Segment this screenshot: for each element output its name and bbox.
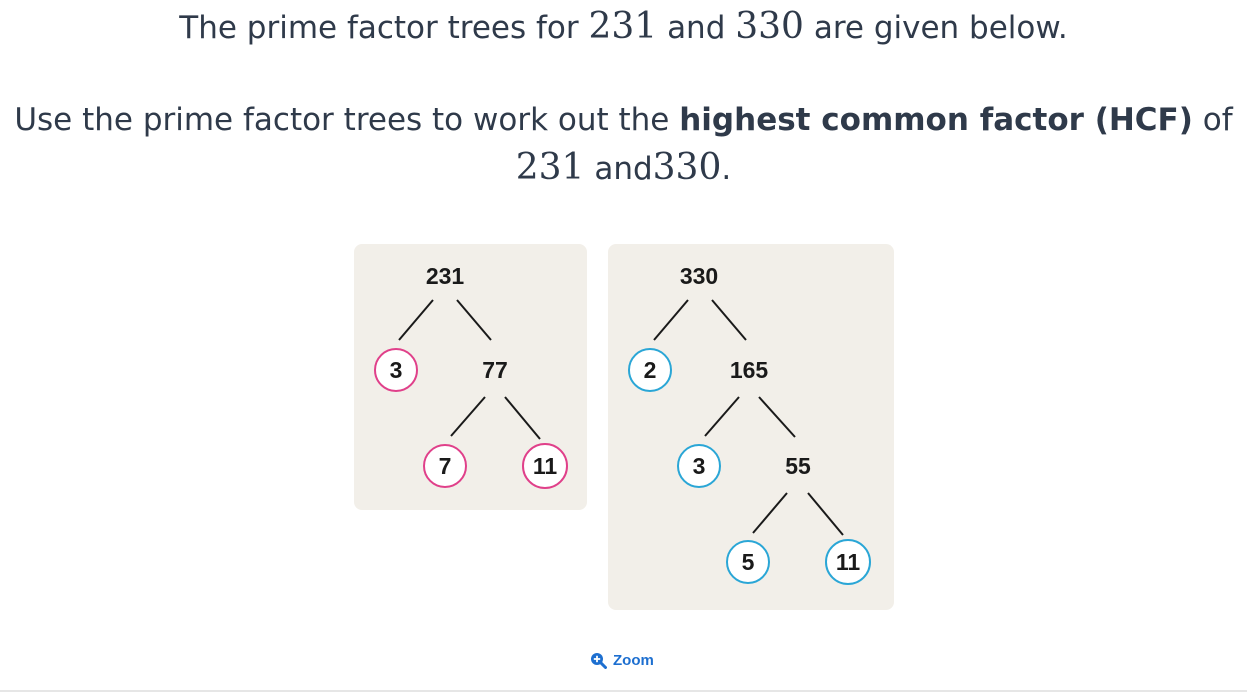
tree-a-node-77: 77 xyxy=(482,357,508,383)
tree-b-prime-5: 5 xyxy=(742,549,755,575)
tree-b-root: 330 xyxy=(680,263,718,289)
tree-b-edge xyxy=(752,492,788,534)
tree-a-prime-11: 11 xyxy=(533,453,558,479)
number-330: 330 xyxy=(735,6,804,47)
tree-b-edge xyxy=(758,396,796,438)
prime-ring-7 xyxy=(423,444,467,488)
factor-tree-231: 231 3 77 7 11 xyxy=(374,263,568,489)
question-line-1: The prime factor trees for 231 and 330 a… xyxy=(0,6,1247,49)
tree-b-node-165: 165 xyxy=(730,357,769,383)
prime-ring-11 xyxy=(522,443,568,489)
tree-a-prime-7: 7 xyxy=(439,453,452,479)
factor-tree-330: 330 2 165 3 55 5 11 xyxy=(628,263,871,585)
tree-a-edge xyxy=(504,396,541,440)
number-231-repeat: 231 xyxy=(515,147,585,188)
hcf-term: highest common factor (HCF) xyxy=(679,102,1193,138)
number-231: 231 xyxy=(588,6,658,47)
tree-b-prime-2: 2 xyxy=(644,357,657,383)
zoom-label: Zoom xyxy=(613,652,654,669)
and-word: and xyxy=(667,10,726,46)
factor-tree-231-panel: 231 3 77 7 11 xyxy=(354,244,587,510)
tree-b-edge xyxy=(704,396,740,437)
tree-a-root: 231 xyxy=(426,263,465,289)
factor-tree-330-panel: 330 2 165 3 55 5 11 xyxy=(608,244,894,610)
zoom-button[interactable]: Zoom xyxy=(590,652,654,669)
tree-b-prime-3: 3 xyxy=(693,453,706,479)
intro-text: The prime factor trees for xyxy=(179,10,579,46)
tree-b-node-55: 55 xyxy=(785,453,811,479)
tree-a-prime-3: 3 xyxy=(390,357,403,383)
bottom-divider xyxy=(0,690,1247,692)
prime-ring-3 xyxy=(374,348,418,392)
tree-a-edge xyxy=(398,299,434,341)
number-330-repeat: 330 xyxy=(652,147,722,188)
prime-ring-11-b xyxy=(825,539,871,585)
and-word-2: and xyxy=(594,151,653,187)
intro-text-end: are given below. xyxy=(813,10,1068,46)
tree-b-edge xyxy=(807,492,844,536)
of-word: of xyxy=(1202,102,1233,138)
prime-ring-5 xyxy=(726,540,770,584)
instruction-text: Use the prime factor trees to work out t… xyxy=(14,102,670,138)
tree-a-edge xyxy=(456,299,492,341)
end-punct: . xyxy=(721,151,732,187)
question-line-2: Use the prime factor trees to work out t… xyxy=(0,96,1247,193)
tree-b-edge xyxy=(653,299,689,341)
tree-b-edge xyxy=(711,299,747,341)
prime-ring-2 xyxy=(628,348,672,392)
tree-b-prime-11: 11 xyxy=(836,549,861,575)
zoom-in-magnifier-icon xyxy=(591,653,607,669)
prime-ring-3-b xyxy=(677,444,721,488)
tree-a-edge xyxy=(450,396,486,437)
